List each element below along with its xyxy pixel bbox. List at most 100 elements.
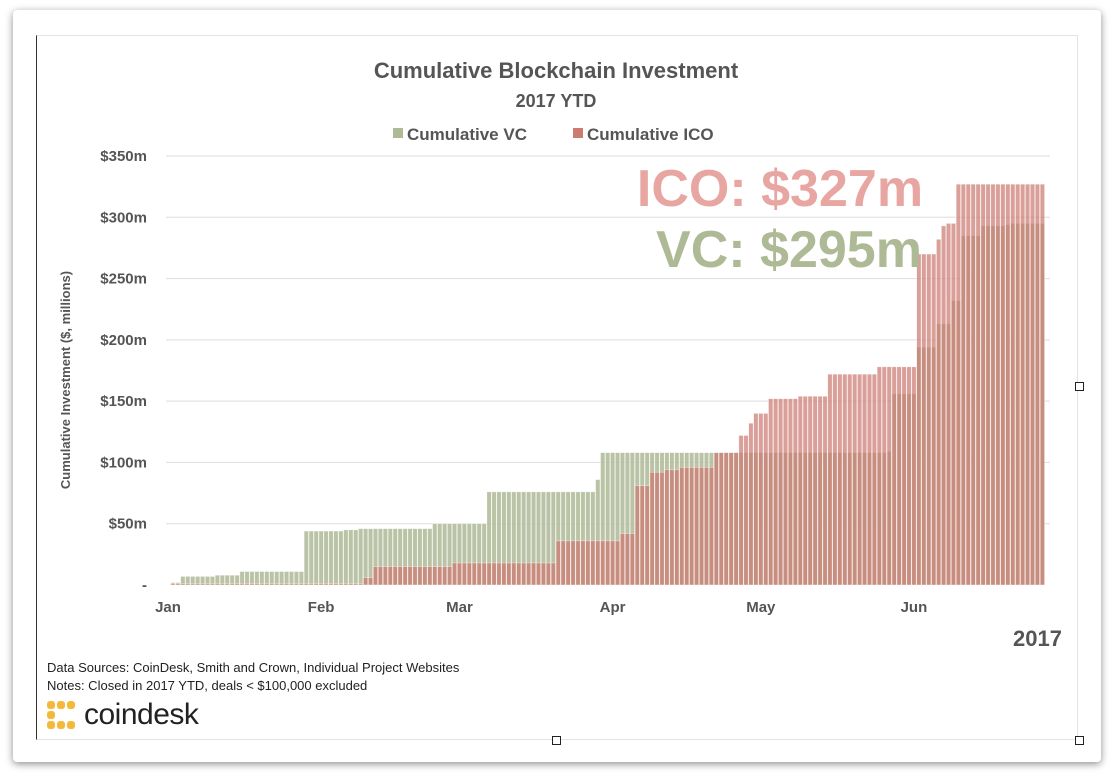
x-tick-label: Mar	[446, 599, 473, 616]
ico-bar	[560, 540, 566, 586]
ico-bar	[787, 398, 793, 586]
ico-bar	[832, 373, 838, 586]
ico-bar	[170, 583, 176, 586]
ico-bar	[703, 467, 709, 586]
ico-bar	[284, 583, 290, 586]
legend-label: Cumulative VC	[407, 125, 527, 144]
ico-bar	[456, 562, 462, 586]
vc-bar	[328, 530, 334, 586]
brand-name: coindesk	[84, 698, 199, 731]
resize-handle-corner[interactable]	[1075, 736, 1084, 745]
legend: Cumulative VC Cumulative ICO	[393, 125, 714, 144]
ico-bar	[773, 398, 779, 586]
ico-bar	[219, 583, 225, 586]
ico-bar	[491, 562, 497, 586]
ico-bar	[368, 577, 374, 586]
ico-bar	[684, 467, 690, 586]
ico-bar	[1020, 183, 1026, 586]
legend-label: Cumulative ICO	[587, 125, 714, 144]
ico-bar	[610, 540, 616, 586]
ico-bar	[244, 583, 250, 586]
ico-bar	[348, 583, 354, 586]
ico-bar	[654, 471, 660, 586]
ico-bar	[531, 562, 537, 586]
ico-bar	[990, 183, 996, 586]
x-tick-label: Jan	[155, 599, 181, 616]
ico-bar	[634, 485, 640, 586]
vc-bar	[323, 530, 329, 586]
ico-bar	[407, 566, 413, 586]
ico-bar	[946, 223, 952, 586]
ico-bar	[461, 562, 467, 586]
ico-bar	[802, 395, 808, 586]
ico-bar	[205, 583, 211, 586]
ico-bar	[866, 373, 872, 586]
ico-series	[170, 183, 1045, 586]
ico-bar	[837, 373, 843, 586]
ico-bar	[699, 467, 705, 586]
ico-bar	[417, 566, 423, 586]
ico-bar	[259, 583, 265, 586]
ico-bar	[471, 562, 477, 586]
x-tick-label: May	[746, 599, 776, 616]
ico-bar	[308, 583, 314, 586]
ico-bar	[852, 373, 858, 586]
ico-bar	[550, 562, 556, 586]
ico-bar	[600, 540, 606, 586]
vc-bar	[298, 571, 304, 586]
ico-bar	[1005, 183, 1011, 586]
ico-bar	[214, 583, 220, 586]
ico-bar	[644, 485, 650, 586]
ico-bar	[1010, 183, 1016, 586]
ico-bar	[555, 540, 561, 586]
vc-bar	[333, 530, 339, 586]
ico-bar	[782, 398, 788, 586]
ico-bar	[679, 467, 685, 586]
ico-bar	[624, 533, 630, 586]
ico-bar	[1025, 183, 1031, 586]
ico-bar	[886, 366, 892, 586]
ico-bar	[619, 533, 625, 586]
ico-bar	[812, 395, 818, 586]
ico-bar	[891, 366, 897, 586]
ico-bar	[377, 566, 383, 586]
ico-bar	[1039, 183, 1045, 586]
ico-bar	[343, 583, 349, 586]
ico-bar	[1015, 183, 1021, 586]
ico-bar	[387, 566, 393, 586]
ico-bar	[1034, 183, 1040, 586]
ico-bar	[496, 562, 502, 586]
vc-bar	[293, 571, 299, 586]
vc-bar	[358, 528, 364, 586]
resize-handle-right[interactable]	[1075, 382, 1084, 391]
chart-title: Cumulative Blockchain Investment	[374, 58, 739, 83]
y-tick-label: $350m	[100, 148, 147, 165]
ico-bar	[412, 566, 418, 586]
ico-bar	[511, 562, 517, 586]
vc-bar	[313, 530, 319, 586]
ico-bar	[674, 469, 680, 586]
ico-bar	[906, 366, 912, 586]
ico-total-annotation: ICO: $327m	[637, 160, 923, 218]
chart-subtitle: 2017 YTD	[516, 91, 597, 111]
ico-bar	[916, 253, 922, 586]
ico-bar	[713, 452, 719, 586]
vc-bar	[348, 529, 354, 586]
x-axis-ticks: Jan Feb Mar Apr May Jun	[155, 599, 927, 616]
y-axis-ticks: $350m $300m $250m $200m $150m $100m $50m -	[100, 148, 147, 594]
ico-bar	[540, 562, 546, 586]
ico-bar	[763, 413, 769, 586]
ico-bar	[229, 583, 235, 586]
ico-bar	[175, 583, 181, 586]
ico-bar	[264, 583, 270, 586]
vc-bar	[318, 530, 324, 586]
x-tick-label: Feb	[308, 599, 335, 616]
ico-bar	[807, 395, 813, 586]
legend-swatch	[573, 128, 583, 138]
y-axis-label: Cumulative Investment ($, millions)	[58, 271, 73, 489]
resize-handle-bottom[interactable]	[552, 736, 561, 745]
ico-bar	[397, 566, 403, 586]
vc-bar	[259, 571, 265, 586]
ico-bar	[753, 413, 759, 586]
